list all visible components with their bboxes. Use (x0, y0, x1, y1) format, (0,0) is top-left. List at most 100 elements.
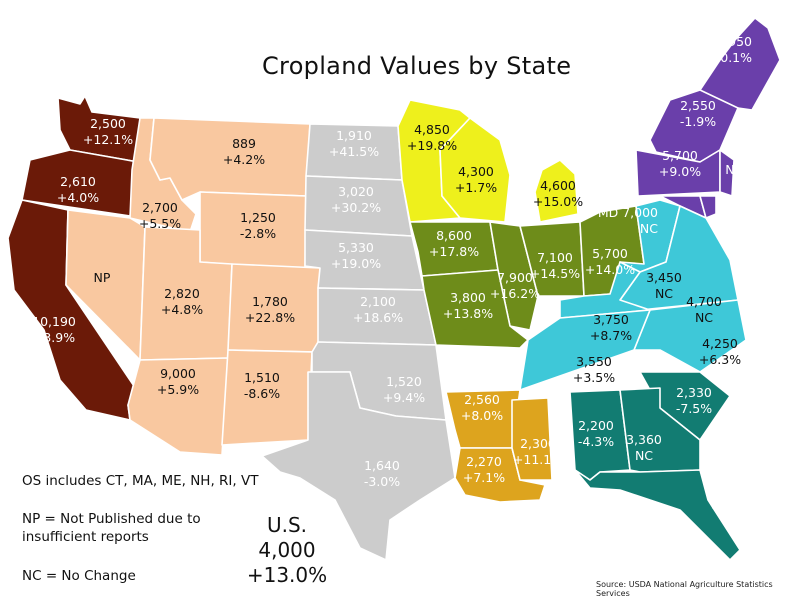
state-value-ms: 2,300 (520, 436, 556, 451)
state-shape-ms (511, 397, 553, 481)
us-total-label: U.S. (266, 513, 308, 537)
us-total-value: 4,000 (258, 538, 316, 562)
state-change-ca: +3.9% (33, 330, 75, 345)
state-label-id: 2,700 +5.5% (139, 200, 181, 231)
state-value-tn: 3,550 (576, 354, 612, 369)
state-value-mt: 889 (232, 136, 256, 151)
us-total-block: U.S. 4,000 +13.0% (228, 513, 346, 588)
state-label-co: 1,780 +22.8% (245, 294, 295, 325)
state-label-nc: 4,250 +6.3% (699, 336, 741, 367)
state-change-ia: +17.8% (429, 244, 479, 259)
state-label-al: 2,200 -4.3% (578, 418, 614, 449)
page-title: Cropland Values by State (262, 52, 572, 80)
legend-np-note-line1: NP = Not Published due to (22, 511, 201, 527)
state-value-az: 9,000 (160, 366, 196, 381)
state-value-wv: 3,450 (646, 270, 682, 285)
state-label-ar: 2,560 +8.0% (461, 392, 503, 423)
state-change-ne: +19.0% (331, 256, 381, 271)
state-value-la: 2,270 (466, 454, 502, 469)
state-label-fl: 2,500 +12.1% (711, 484, 761, 515)
state-label-ky: 3,750 +8.7% (590, 312, 632, 343)
state-change-de: NC (716, 221, 734, 236)
source-note: Source: USDA National Agriculture Statis… (596, 580, 773, 598)
state-change-wy: -2.8% (240, 226, 276, 241)
state-value-md: MD 7,000 (598, 205, 658, 220)
state-label-de: DE 7,800 NC (716, 205, 773, 236)
state-value-ks: 2,100 (360, 294, 396, 309)
state-change-wi: +1.7% (455, 180, 497, 195)
state-change-os: +0.1% (710, 50, 752, 65)
state-value-ok: 1,520 (386, 374, 422, 389)
state-label-az: 9,000 +5.9% (157, 366, 199, 397)
state-value-in: 7,100 (537, 250, 573, 265)
state-change-ga: NC (635, 448, 653, 463)
state-value-nj: NJ 12,800 (725, 162, 786, 177)
state-label-mo: 3,800 +13.8% (443, 290, 493, 321)
state-label-md: MD 7,000 NC (598, 205, 658, 236)
state-change-ms: +11.1% (513, 452, 563, 467)
state-change-la: +7.1% (463, 470, 505, 485)
state-value-ny: 2,550 (680, 98, 716, 113)
state-label-mn: 4,850 +19.8% (407, 122, 457, 153)
state-change-mo: +13.8% (443, 306, 493, 321)
state-label-in: 7,100 +14.5% (530, 250, 580, 281)
legend-nc-note: NC = No Change (22, 568, 136, 584)
state-label-pa: 5,700 +9.0% (659, 148, 701, 179)
state-value-ga: 3,360 (626, 432, 662, 447)
state-shape-tx (261, 371, 456, 561)
state-label-tn: 3,550 +3.5% (573, 354, 615, 385)
state-value-id: 2,700 (142, 200, 178, 215)
state-change-ny: -1.9% (680, 114, 716, 129)
state-value-nc: 4,250 (702, 336, 738, 351)
state-change-nd: +41.5% (329, 144, 379, 159)
state-change-az: +5.9% (157, 382, 199, 397)
state-value-mi: 4,600 (540, 178, 576, 193)
state-labels: 2,500 +12.1%2,610 +4.0%10,190 +3.9%889 +4.2%… (32, 34, 786, 515)
state-label-wa: 2,500 +12.1% (83, 116, 133, 147)
state-value-sd: 3,020 (338, 184, 374, 199)
state-label-la: 2,270 +7.1% (463, 454, 505, 485)
state-label-oh: 5,700 +14.0% (585, 246, 635, 277)
state-value-co: 1,780 (252, 294, 288, 309)
state-change-ut: +4.8% (161, 302, 203, 317)
state-value-nm: 1,510 (244, 370, 280, 385)
state-label-mi: 4,600 +15.0% (533, 178, 583, 209)
state-label-ks: 2,100 +18.6% (353, 294, 403, 325)
state-change-il: +16.2% (490, 286, 540, 301)
state-value-ut: 2,820 (164, 286, 200, 301)
state-change-wv: NC (655, 286, 673, 301)
state-value-al: 2,200 (578, 418, 614, 433)
state-label-nv: NP (94, 270, 111, 285)
state-value-nd: 1,910 (336, 128, 372, 143)
state-value-fl: 2,500 (718, 484, 754, 499)
state-label-wi: 4,300 +1.7% (455, 164, 497, 195)
state-change-id: +5.5% (139, 216, 181, 231)
state-shape-wi (439, 117, 511, 223)
state-change-mi: +15.0% (533, 194, 583, 209)
state-label-wy: 1,250 -2.8% (240, 210, 276, 241)
state-change-al: -4.3% (578, 434, 614, 449)
state-value-ky: 3,750 (593, 312, 629, 327)
state-value-de: DE 7,800 (716, 205, 773, 220)
state-change-md: NC (640, 221, 658, 236)
state-shape-tn (519, 309, 651, 391)
state-shape-de (699, 195, 717, 219)
state-value-wa: 2,500 (90, 116, 126, 131)
state-shape-nj (719, 149, 735, 197)
state-label-ia: 8,600 +17.8% (429, 228, 479, 259)
state-change-mn: +19.8% (407, 138, 457, 153)
state-value-sc: 2,330 (676, 385, 712, 400)
state-value-ia: 8,600 (436, 228, 472, 243)
state-value-wy: 1,250 (240, 210, 276, 225)
state-label-nd: 1,910 +41.5% (329, 128, 379, 159)
state-label-os: OS 6,950 +0.1% (694, 34, 752, 65)
state-label-ne: 5,330 +19.0% (331, 240, 381, 271)
state-label-mt: 889 +4.2% (223, 136, 265, 167)
state-value-pa: 5,700 (662, 148, 698, 163)
legend-np-note-line2: insufficient reports (22, 529, 149, 545)
state-label-ms: 2,300 +11.1% (513, 436, 563, 467)
state-change-fl: +12.1% (711, 500, 761, 515)
state-label-or: 2,610 +4.0% (57, 174, 99, 205)
state-change-pa: +9.0% (659, 164, 701, 179)
